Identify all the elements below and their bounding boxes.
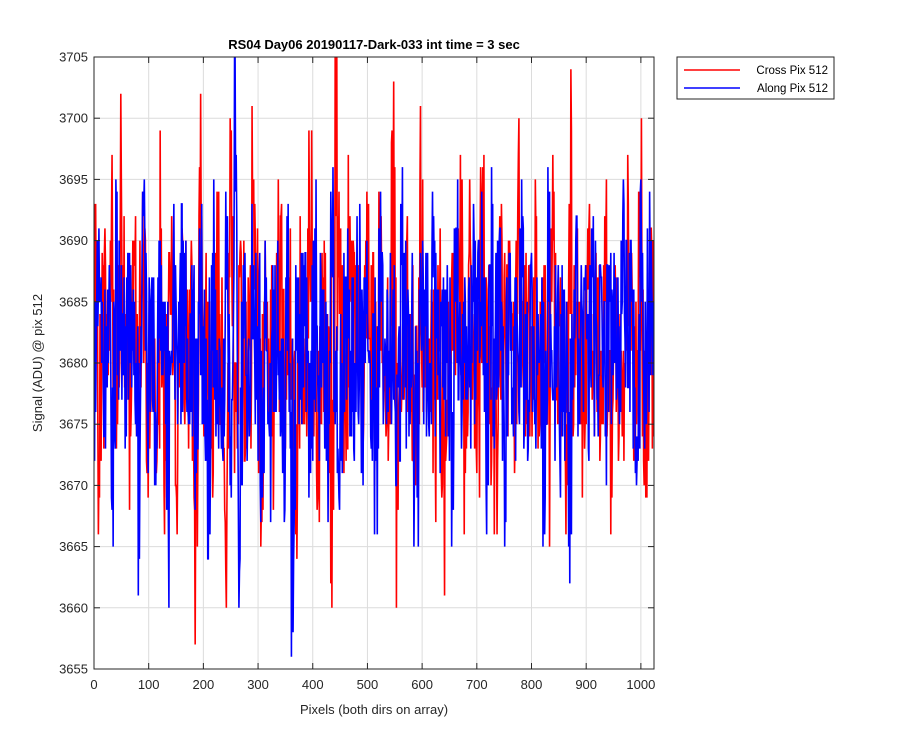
legend-label-cross: Cross Pix 512 [756,65,828,77]
y-axis-ticks: 3655 3660 3665 3670 3675 3680 3685 3690 3695 3700… [59,50,654,677]
series-line-along-pix [94,57,654,657]
y-tick-label: 3655 [59,662,88,677]
x-tick-label: 600 [411,677,433,692]
x-axis-label: Pixels (both dirs on array) [300,702,448,717]
x-tick-label: 800 [521,677,543,692]
y-tick-label: 3665 [59,539,88,554]
y-tick-label: 3695 [59,172,88,187]
y-tick-label: 3660 [59,600,88,615]
y-tick-label: 3680 [59,356,88,371]
y-tick-label: 3705 [59,50,88,65]
y-tick-label: 3675 [59,417,88,432]
x-tick-label: 100 [138,677,160,692]
x-tick-label: 700 [466,677,488,692]
y-tick-label: 3670 [59,478,88,493]
x-tick-label: 0 [90,677,97,692]
x-tick-label: 1000 [626,677,655,692]
y-tick-label: 3690 [59,233,88,248]
legend-label-along: Along Pix 512 [757,83,828,95]
x-tick-label: 200 [193,677,215,692]
x-axis-ticks: 0 100 200 300 400 500 600 700 800 900 1000 [90,57,655,692]
y-axis-label: Signal (ADU) @ pix 512 [30,294,45,432]
y-tick-label: 3685 [59,294,88,309]
series-layer [94,57,654,657]
y-tick-label: 3700 [59,111,88,126]
x-tick-label: 400 [302,677,324,692]
legend[interactable]: Cross Pix 512 Along Pix 512 [676,56,835,100]
chart-title: RS04 Day06 20190117-Dark-033 int time = … [228,37,520,52]
x-tick-label: 300 [247,677,269,692]
x-tick-label: 900 [575,677,597,692]
x-tick-label: 500 [357,677,379,692]
legend-box [676,56,835,100]
